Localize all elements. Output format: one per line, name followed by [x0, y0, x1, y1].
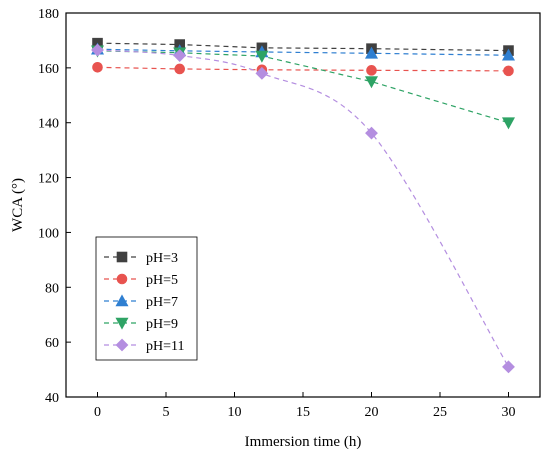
legend-item: pH=5	[104, 273, 178, 288]
series-line	[97, 50, 509, 124]
legend-label: pH=11	[146, 339, 185, 354]
data-point	[366, 65, 377, 76]
series-ph-5	[92, 62, 514, 77]
legend-marker	[116, 251, 128, 263]
legend-label: pH=3	[146, 251, 178, 266]
x-tick-label: 25	[433, 405, 447, 420]
x-tick-label: 20	[364, 405, 378, 420]
legend-label: pH=7	[146, 295, 178, 310]
legend-marker	[115, 317, 129, 330]
data-point	[255, 50, 269, 63]
legend-item: pH=7	[104, 294, 178, 310]
data-point	[364, 46, 379, 59]
y-tick-label: 140	[38, 117, 59, 132]
data-point	[255, 66, 269, 80]
legend-marker	[115, 294, 129, 307]
y-tick-label: 120	[38, 172, 59, 187]
legend-label: pH=5	[146, 273, 178, 288]
data-point	[91, 43, 104, 57]
series-ph-11	[91, 43, 515, 374]
legend-box	[95, 236, 198, 361]
data-point	[501, 48, 515, 61]
legend: pH=3 pH=5 pH=7 pH=9 pH=11	[95, 236, 198, 361]
data-point	[92, 62, 103, 73]
x-tick-label: 10	[228, 405, 242, 420]
legend-item: pH=9	[104, 317, 178, 332]
x-axis-ticks: 0 5 10 15 20 25 30	[94, 392, 515, 420]
data-point	[503, 65, 514, 77]
y-tick-label: 160	[38, 62, 59, 77]
y-axis-ticks: 40 60 80 100 120 140 160 180	[38, 7, 71, 406]
series-ph-9	[91, 45, 515, 130]
series-line	[97, 42, 509, 52]
data-point	[364, 76, 379, 89]
legend-label: pH=9	[146, 317, 178, 332]
series-layer	[91, 37, 515, 374]
x-axis-title: Immersion time (h)	[245, 434, 362, 450]
y-axis-title: WCA (°)	[10, 178, 26, 232]
legend-marker	[116, 273, 128, 285]
data-point	[174, 63, 186, 75]
legend-item: pH=11	[104, 338, 185, 354]
x-tick-label: 0	[94, 405, 101, 420]
legend-marker	[115, 338, 129, 352]
series-line	[97, 49, 510, 368]
legend-item: pH=3	[104, 251, 178, 266]
y-tick-label: 180	[38, 7, 59, 22]
x-tick-label: 30	[501, 405, 515, 420]
y-tick-label: 80	[45, 281, 59, 296]
data-point	[173, 49, 187, 62]
x-tick-label: 15	[296, 405, 310, 420]
y-tick-label: 60	[45, 336, 59, 351]
data-point	[502, 360, 515, 374]
series-line	[97, 66, 509, 72]
y-tick-label: 100	[38, 226, 59, 241]
x-tick-label: 5	[163, 405, 170, 420]
y-tick-label: 40	[45, 391, 59, 406]
series-line	[97, 48, 509, 56]
data-point	[365, 126, 378, 140]
data-point	[501, 117, 515, 130]
